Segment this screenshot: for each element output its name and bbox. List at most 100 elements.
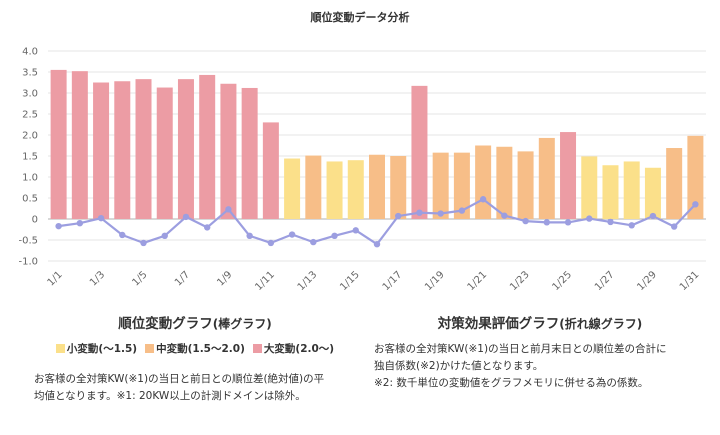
bar — [390, 156, 407, 219]
legend-label-large: 大変動(2.0～) — [263, 343, 335, 355]
line-point — [373, 241, 381, 248]
bar — [496, 146, 513, 219]
bar — [581, 156, 598, 219]
line-point — [479, 196, 487, 203]
bar — [220, 83, 237, 219]
x-tick-label: 1/1 — [46, 269, 65, 288]
line-point — [586, 215, 593, 222]
line-graph-description: お客様の全対策KW(※1)の当日と前月末日との順位差の合計に 独自係数(※2)か… — [370, 341, 710, 392]
line-point — [628, 222, 635, 229]
legend-swatch-medium — [145, 344, 155, 353]
line-point — [352, 227, 359, 234]
bar — [177, 79, 194, 219]
line-graph-panel: 対策効果評価グラフ(折れ線グラフ) お客様の全対策KW(※1)の当日と前月末日と… — [370, 312, 710, 392]
x-tick-label: 1/13 — [296, 269, 320, 293]
y-tick-label: 4.0 — [22, 47, 38, 58]
bar — [517, 151, 534, 219]
line-point — [97, 214, 105, 222]
line-desc-line-2: 独自係数(※2)かけた値となります。 — [374, 360, 544, 372]
bar — [538, 137, 555, 219]
bar — [241, 87, 258, 220]
x-tick-label: 1/9 — [215, 269, 234, 288]
bar — [71, 71, 88, 219]
line-graph-title-text: 対策効果評価グラフ — [437, 316, 560, 332]
x-tick-label: 1/21 — [466, 269, 490, 293]
line-graph-title-sub: (折れ線グラフ) — [559, 317, 643, 331]
y-tick-label: 1.5 — [22, 152, 38, 163]
line-point — [331, 232, 338, 239]
line-point — [76, 220, 84, 227]
line-point — [501, 212, 508, 219]
x-tick-label: 1/31 — [678, 269, 702, 293]
line-point — [55, 222, 62, 230]
bar — [156, 87, 173, 219]
bar-graph-panel: 順位変動グラフ(棒グラフ) 小変動(～1.5) 中変動(1.5～2.0) 大変動… — [30, 312, 360, 405]
bar — [687, 135, 704, 219]
line-point — [692, 201, 699, 208]
legend-label-medium: 中変動(1.5～2.0) — [156, 343, 245, 355]
bar-series — [50, 69, 704, 220]
bar-graph-title-sub: (棒グラフ) — [212, 317, 272, 331]
line-point — [119, 231, 126, 239]
y-tick-label: 3.0 — [22, 89, 38, 100]
line-point — [543, 219, 551, 226]
legend-swatch-small — [55, 344, 65, 353]
line-graph-title: 対策効果評価グラフ(折れ線グラフ) — [370, 312, 710, 332]
y-tick-label: 2.5 — [22, 110, 38, 121]
bar — [475, 145, 492, 219]
bar — [453, 152, 470, 219]
bar-desc-line-1: お客様の全対策KW(※1)の当日と前日との順位差(絶対値)の平 — [34, 373, 325, 385]
bar — [135, 79, 152, 219]
y-tick-label: 0.5 — [22, 194, 38, 205]
line-point — [607, 218, 614, 226]
rank-change-chart: 順位変動データ分析 4.0 3.5 3.0 2.5 2.0 1.5 1.0 0.5 0 -0.5 -… — [18, 10, 706, 293]
line-desc-line-3: ※2: 数千単位の変動値をグラフメモリに併せる為の係数。 — [374, 377, 649, 389]
bar — [93, 82, 110, 219]
line-desc-line-1: お客様の全対策KW(※1)の当日と前月末日との順位差の合計に — [374, 343, 667, 355]
line-point — [225, 206, 232, 213]
bar — [369, 154, 385, 219]
bar — [602, 165, 619, 219]
bar — [326, 161, 343, 219]
line-point — [161, 232, 168, 239]
bar — [666, 148, 683, 219]
chart-title: 順位変動データ分析 — [311, 10, 410, 24]
line-point — [267, 239, 275, 247]
y-tick-label: -1.0 — [18, 257, 38, 268]
x-tick-label: 1/11 — [253, 269, 277, 293]
line-point — [288, 231, 296, 238]
line-point — [670, 223, 678, 230]
bar — [50, 69, 67, 220]
bar — [432, 152, 449, 219]
bar — [199, 74, 216, 219]
bar — [305, 155, 322, 219]
bar — [644, 167, 661, 219]
bar — [114, 81, 131, 220]
legend-item-large: 大変動(2.0～) — [252, 341, 335, 356]
y-tick-label: 0 — [32, 215, 38, 226]
bar — [560, 132, 577, 219]
bar-desc-line-2: 均値となります。※1: 20KW以上の計測ドメインは除外。 — [34, 390, 306, 402]
x-tick-label: 1/7 — [173, 269, 192, 288]
x-tick-label: 1/25 — [550, 269, 574, 293]
line-point — [395, 212, 402, 220]
legend-swatch-large — [252, 344, 262, 353]
legend-label-small: 小変動(～1.5) — [66, 343, 138, 355]
x-tick-label: 1/27 — [593, 269, 617, 293]
line-point — [203, 224, 211, 231]
bar — [411, 85, 428, 219]
x-axis-labels: 1/1 1/3 1/5 1/7 1/9 1/11 1/13 1/15 1/17 1/19 1/21 1… — [46, 269, 702, 293]
line-point — [437, 210, 444, 217]
bar — [623, 161, 640, 219]
line-point — [564, 219, 572, 226]
y-tick-label: 1.0 — [22, 173, 38, 184]
line-point — [416, 209, 423, 216]
x-tick-label: 1/3 — [88, 269, 107, 288]
bar — [347, 160, 364, 219]
line-point — [458, 207, 466, 214]
line-point — [522, 217, 529, 225]
line-point — [649, 212, 657, 220]
y-tick-label: -0.5 — [18, 236, 38, 247]
y-tick-label: 3.5 — [22, 68, 38, 79]
y-tick-label: 2.0 — [22, 131, 38, 142]
